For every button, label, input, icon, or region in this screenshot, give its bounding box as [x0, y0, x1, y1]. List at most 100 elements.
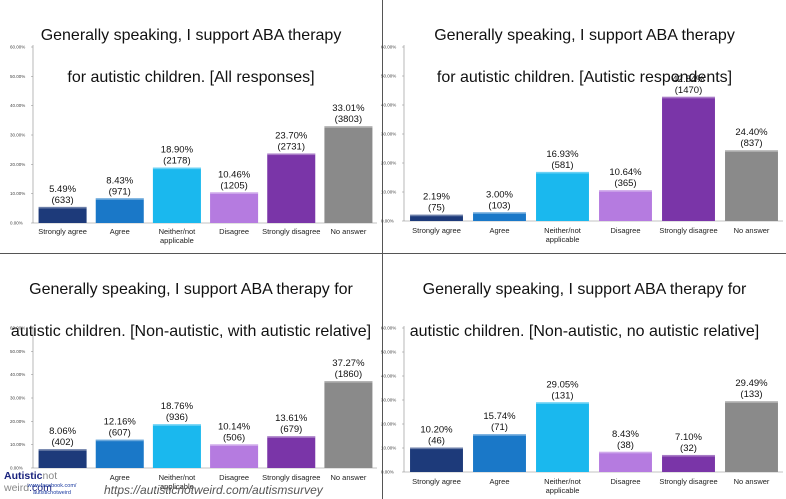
chart-panel-autistic-respondents: Generally speaking, I support ABA therap… [381, 0, 786, 253]
y-tick-label: 60.00% [381, 326, 396, 331]
x-category-label: Agree [110, 473, 130, 482]
horizontal-divider [0, 253, 786, 254]
bar-highlight [410, 447, 463, 450]
bar [95, 439, 144, 468]
bar-highlight [662, 96, 715, 99]
chart-title-line-2: for autistic children. [All responses] [67, 69, 315, 86]
data-label-count: (2178) [163, 156, 190, 167]
bar-highlight [38, 449, 87, 451]
chart-title-line-2: for autistic children. [Autistic respond… [436, 69, 733, 86]
vertical-divider [382, 0, 383, 499]
data-label-percent: 23.70% [275, 130, 308, 141]
y-tick-label: 0.00% [381, 470, 394, 475]
x-category-label: No answer [734, 226, 770, 235]
x-category-label: Neither/not [159, 473, 197, 482]
y-tick-label: 50.00% [10, 349, 25, 354]
y-tick-label: 60.00% [381, 45, 396, 50]
x-category-label: applicable [546, 486, 580, 495]
facebook-link[interactable]: www.facebook.com/ autisticnotweird [6, 483, 98, 497]
y-tick-label: 20.00% [10, 162, 25, 167]
y-tick-label: 30.00% [10, 396, 25, 401]
data-label-count: (71) [491, 422, 508, 433]
y-tick-label: 30.00% [381, 398, 396, 403]
bar [267, 436, 316, 468]
data-label-count: (679) [280, 424, 302, 435]
x-category-label: applicable [546, 235, 580, 244]
data-label-count: (1860) [335, 369, 362, 380]
bar [599, 190, 652, 221]
data-label-count: (837) [740, 138, 762, 149]
bar-highlight [95, 439, 144, 442]
bar [38, 449, 87, 468]
bar-highlight [473, 434, 526, 436]
chart-title-line-1: Generally speaking, I support ABA therap… [434, 27, 735, 44]
bar [324, 381, 373, 468]
data-label-count: (971) [109, 186, 131, 197]
data-label-percent: 24.40% [735, 127, 768, 138]
y-tick-label: 40.00% [381, 374, 396, 379]
data-label-percent: 3.00% [486, 189, 513, 200]
x-category-label: Neither/not [159, 227, 197, 236]
x-category-label: Strongly agree [412, 226, 461, 235]
data-label-percent: 10.20% [420, 425, 453, 436]
data-label-count: (1470) [675, 85, 702, 96]
bar [324, 126, 373, 223]
data-label-count: (32) [680, 443, 697, 454]
bar [662, 454, 715, 472]
x-category-label: Strongly agree [412, 477, 461, 486]
data-label-percent: 37.27% [332, 358, 365, 369]
bar [210, 192, 259, 223]
bar [95, 198, 144, 223]
y-tick-label: 60.00% [10, 45, 25, 50]
data-label-percent: 8.06% [49, 426, 76, 437]
data-label-count: (633) [51, 195, 73, 206]
y-tick-label: 20.00% [10, 419, 25, 424]
bar-chart: 0.00% 10.00% 20.00% 30.00% 40.00% 50.00% 60.00… [10, 326, 377, 491]
data-label-count: (75) [428, 203, 445, 214]
bar [267, 153, 316, 223]
data-label-percent: 13.61% [275, 413, 308, 424]
data-label-percent: 7.10% [675, 432, 702, 443]
bar [410, 214, 463, 221]
chart-panel-non-autistic-no-relative: Generally speaking, I support ABA therap… [381, 254, 786, 499]
source-url[interactable]: https://autisticnotweird.com/autismsurve… [104, 483, 323, 497]
x-category-label: Strongly disagree [262, 227, 320, 236]
bar-highlight [210, 444, 259, 446]
chart-panel-all-responses: Generally speaking, I support ABA therap… [0, 0, 382, 253]
data-label-percent: 12.16% [104, 417, 137, 428]
y-tick-label: 60.00% [10, 326, 25, 331]
x-category-label: Neither/not [544, 477, 582, 486]
data-label-count: (38) [617, 440, 634, 451]
bar-highlight [152, 167, 201, 170]
bar-chart: 0.00% 10.00% 20.00% 30.00% 40.00% 50.00% 60.00… [10, 45, 377, 245]
bar-highlight [536, 402, 589, 404]
logo-thin: not weird [4, 470, 58, 494]
y-tick-label: 10.00% [381, 446, 396, 451]
x-category-label: Strongly disagree [659, 477, 717, 486]
x-category-label: Disagree [219, 227, 249, 236]
x-category-label: Strongly agree [38, 227, 87, 236]
x-category-label: No answer [330, 227, 366, 236]
chart-title: Generally speaking, I support ABA therap… [383, 4, 786, 109]
bar-highlight [725, 401, 778, 403]
bar-highlight [324, 126, 373, 128]
y-tick-label: 20.00% [381, 422, 396, 427]
data-label-percent: 10.64% [609, 167, 642, 178]
bar-highlight [599, 451, 652, 454]
chart-title-line-1: Generally speaking, I support ABA therap… [422, 281, 747, 298]
y-tick-label: 30.00% [10, 133, 25, 138]
bar [662, 96, 715, 221]
y-tick-label: 10.00% [10, 191, 25, 196]
bar-highlight [95, 198, 144, 200]
data-label-count: (581) [551, 160, 573, 171]
data-label-percent: 10.46% [218, 169, 251, 180]
bar [473, 434, 526, 472]
x-category-label: Strongly disagree [262, 473, 320, 482]
bar-highlight [267, 436, 316, 438]
data-label-percent: 42.84% [672, 74, 705, 85]
bar-highlight [152, 424, 201, 426]
y-tick-label: 40.00% [381, 103, 396, 108]
bar-highlight [599, 190, 652, 192]
y-tick-label: 0.00% [381, 219, 394, 224]
data-label-percent: 18.76% [161, 401, 194, 412]
